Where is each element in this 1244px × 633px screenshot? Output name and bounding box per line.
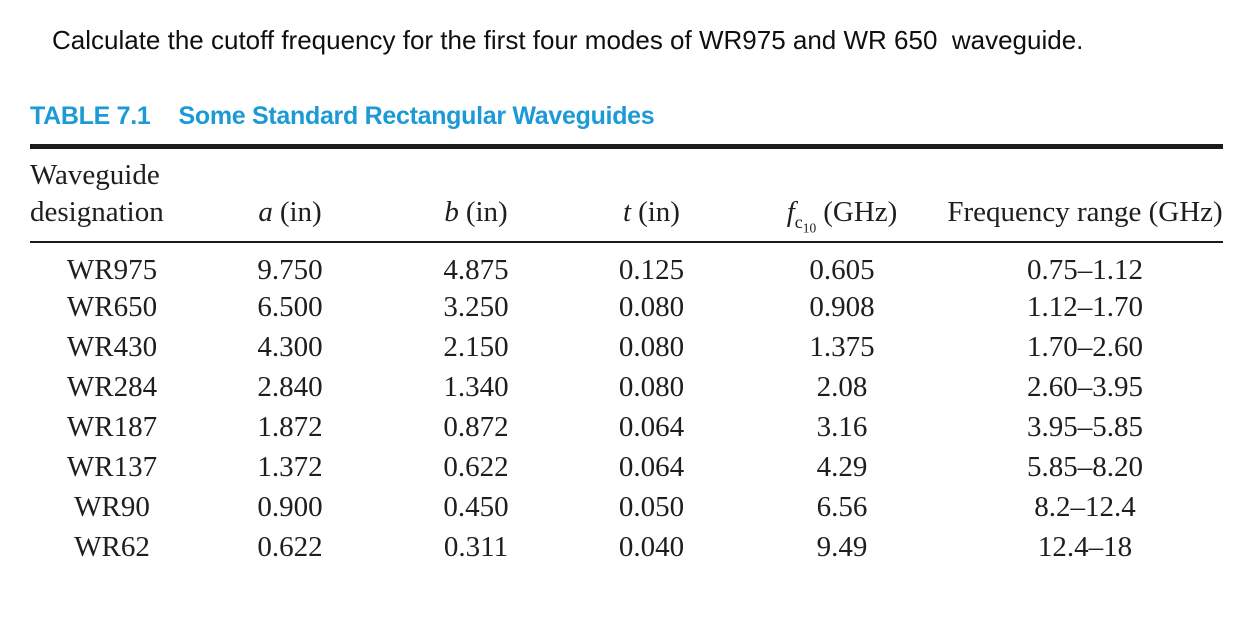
table-cell: 2.840 bbox=[257, 370, 323, 403]
table-cell: 2.08 bbox=[816, 370, 868, 403]
table-cell: 0.080 bbox=[618, 330, 685, 363]
table-cell: 9.49 bbox=[816, 530, 868, 563]
table-cell: 3.250 bbox=[443, 290, 509, 323]
question-text: Calculate the cutoff frequency for the f… bbox=[52, 25, 1084, 55]
table-title: TABLE 7.1 Some Standard Rectangular Waveg… bbox=[30, 102, 1223, 131]
table-cell: 12.4–18 bbox=[1037, 530, 1133, 563]
table-cell: 0.080 bbox=[618, 370, 685, 403]
table-cell: 2.60–3.95 bbox=[1027, 370, 1143, 403]
table-cell: WR137 bbox=[66, 450, 158, 483]
unit-t: (in) bbox=[638, 196, 680, 228]
table-cell: 4.29 bbox=[816, 450, 868, 483]
table-cell: 9.750 bbox=[257, 254, 323, 286]
table-cell: 0.064 bbox=[618, 410, 685, 443]
table-cell: 0.050 bbox=[618, 490, 685, 523]
table-row: WR284 2.840 1.340 0.080 2.08 2.60–3.95 bbox=[30, 367, 1223, 407]
table-cell: 8.2–12.4 bbox=[1034, 490, 1136, 523]
symbol-a: a bbox=[258, 196, 273, 228]
table-cell: 0.040 bbox=[618, 530, 685, 563]
table-cell: WR430 bbox=[66, 330, 158, 363]
unit-a: (in) bbox=[279, 196, 322, 228]
header-row: Waveguide designation a (in) b (in) t (in) … bbox=[30, 146, 1223, 243]
table-cell: WR284 bbox=[66, 370, 158, 403]
table-row: WR650 6.500 3.250 0.080 0.908 1.12–1.70 bbox=[30, 287, 1223, 327]
table-cell: 6.500 bbox=[257, 290, 323, 323]
table-cell: 4.875 bbox=[443, 254, 509, 286]
document-page: Calculate the cutoff frequency for the f… bbox=[0, 24, 1244, 567]
header-frequency-range: Frequency range (GHz) bbox=[947, 146, 1223, 243]
table-row: WR62 0.622 0.311 0.040 9.49 12.4–18 bbox=[30, 527, 1223, 567]
waveguide-table-body: WR975 9.750 4.875 0.125 0.605 0.75–1.12 WR650 6… bbox=[30, 242, 1223, 567]
table-cell: 4.300 bbox=[257, 330, 323, 363]
table-row: WR430 4.300 2.150 0.080 1.375 1.70–2.60 bbox=[30, 327, 1223, 367]
table-cell: 5.85–8.20 bbox=[1027, 450, 1143, 483]
table-7-1: TABLE 7.1 Some Standard Rectangular Waveg… bbox=[30, 102, 1223, 567]
table-cell: 1.872 bbox=[257, 410, 323, 443]
table-cell: 0.450 bbox=[443, 490, 509, 523]
subscript-10: 10 bbox=[802, 220, 817, 236]
table-row: WR187 1.872 0.872 0.064 3.16 3.95–5.85 bbox=[30, 407, 1223, 447]
subscript-c10: c10 bbox=[794, 211, 817, 236]
table-cell: 0.75–1.12 bbox=[1027, 254, 1143, 286]
table-caption: Some Standard Rectangular Waveguides bbox=[178, 102, 655, 130]
table-cell: 0.080 bbox=[618, 290, 685, 323]
table-cell: 0.605 bbox=[809, 254, 875, 286]
unit-fc10: (GHz) bbox=[823, 196, 898, 228]
waveguide-table: Waveguide designation a (in) b (in) t (in) … bbox=[30, 144, 1223, 567]
table-cell: 0.622 bbox=[257, 530, 323, 563]
table-cell: 1.340 bbox=[443, 370, 509, 403]
table-cell: 1.70–2.60 bbox=[1027, 330, 1143, 363]
header-designation-line1: Waveguide bbox=[30, 159, 160, 191]
header-waveguide-designation: Waveguide designation bbox=[30, 146, 194, 243]
table-cell: 0.311 bbox=[443, 530, 509, 563]
unit-b: (in) bbox=[465, 196, 508, 228]
table-row: WR137 1.372 0.622 0.064 4.29 5.85–8.20 bbox=[30, 447, 1223, 487]
table-cell: 1.375 bbox=[809, 330, 875, 363]
table-cell: 0.622 bbox=[443, 450, 509, 483]
table-cell: 3.95–5.85 bbox=[1027, 410, 1143, 443]
table-cell: WR975 bbox=[66, 254, 158, 286]
header-a: a (in) bbox=[194, 146, 386, 243]
table-cell: 0.125 bbox=[618, 254, 685, 286]
table-cell: 3.16 bbox=[816, 410, 868, 443]
header-t: t (in) bbox=[566, 146, 737, 243]
table-row: WR975 9.750 4.875 0.125 0.605 0.75–1.12 bbox=[30, 242, 1223, 287]
table-cell: 0.900 bbox=[257, 490, 323, 523]
table-cell: WR62 bbox=[74, 530, 150, 563]
header-fc10: fc10 (GHz) bbox=[737, 146, 947, 243]
symbol-f: f bbox=[786, 196, 795, 228]
subscript-c: c bbox=[794, 211, 803, 232]
table-label: TABLE 7.1 bbox=[30, 102, 151, 130]
table-cell: WR90 bbox=[74, 490, 150, 523]
symbol-b: b bbox=[444, 196, 459, 228]
table-cell: 1.12–1.70 bbox=[1027, 290, 1143, 323]
table-header: Waveguide designation a (in) b (in) t (in) … bbox=[30, 146, 1223, 243]
table-cell: 0.908 bbox=[809, 290, 875, 323]
table-cell: 6.56 bbox=[816, 490, 868, 523]
header-designation-line2: designation bbox=[30, 196, 164, 228]
table-cell: 0.872 bbox=[443, 410, 509, 443]
table-cell: 2.150 bbox=[443, 330, 509, 363]
table-cell: 0.064 bbox=[618, 450, 685, 483]
table-cell: 1.372 bbox=[257, 450, 323, 483]
symbol-t: t bbox=[623, 196, 632, 228]
header-b: b (in) bbox=[386, 146, 566, 243]
table-row: WR90 0.900 0.450 0.050 6.56 8.2–12.4 bbox=[30, 487, 1223, 527]
table-cell: WR187 bbox=[66, 410, 158, 443]
table-cell: WR650 bbox=[66, 290, 158, 323]
